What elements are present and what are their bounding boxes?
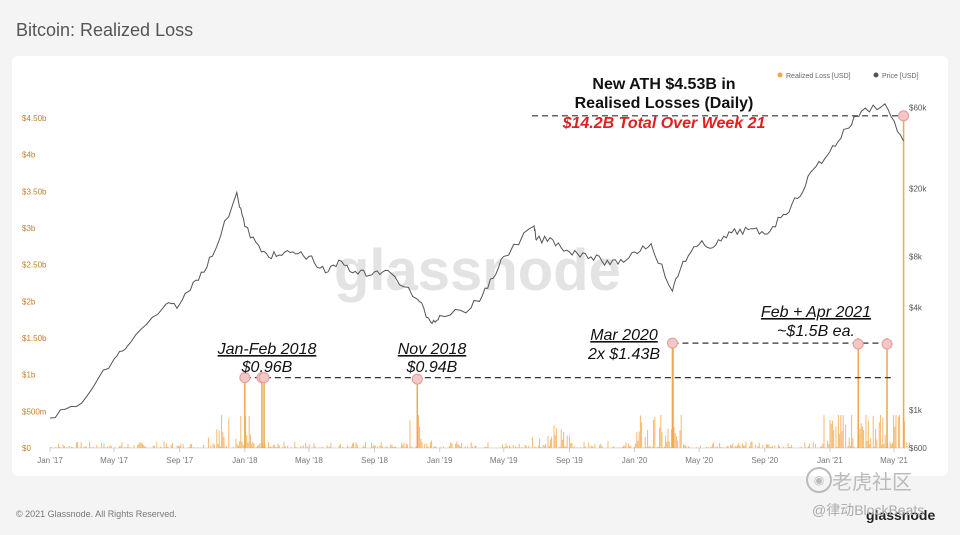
legend-swatch	[777, 72, 783, 78]
annotation-jan-feb-2018: Jan-Feb 2018	[217, 341, 317, 358]
annotation-ath-line2: Realised Losses (Daily)	[575, 95, 754, 112]
highlight-marker	[898, 110, 910, 122]
chart-canvas: glassnode Jan '17 May '17 Sep '17 Jan '18 Ma…	[22, 72, 927, 465]
x-tick-label: May '18	[295, 456, 323, 465]
glassnode-logo: glassnode	[866, 507, 936, 523]
right-tick-label: $1k	[909, 406, 923, 415]
annotation-feb-apr-2021: Feb + Apr 2021	[761, 304, 871, 321]
annotation-ath-line1: New ATH $4.53B in	[592, 76, 735, 93]
page-title: Bitcoin: Realized Loss	[16, 20, 194, 40]
x-tick-label: Jan '17	[37, 456, 63, 465]
x-tick-label: Sep '19	[556, 456, 583, 465]
right-tick-label: $4k	[909, 304, 923, 313]
site-watermark: 老虎社区	[832, 472, 912, 494]
left-tick-label: $0	[22, 444, 31, 453]
left-tick-label: $1b	[22, 371, 36, 380]
legend-swatch	[873, 72, 879, 78]
x-tick-label: May '21	[880, 456, 908, 465]
x-tick-label: Jan '21	[817, 456, 843, 465]
glassnode-watermark: glassnode	[334, 238, 621, 303]
highlight-marker	[411, 373, 423, 385]
x-tick-label: Jan '19	[427, 456, 453, 465]
left-tick-label: $500m	[22, 407, 47, 416]
price-line	[49, 103, 905, 419]
x-tick-label: May '20	[685, 456, 713, 465]
chart-panel: glassnode Jan '17 May '17 Sep '17 Jan '18 Ma…	[12, 56, 948, 476]
left-tick-label: $4.50b	[22, 114, 47, 123]
x-tick-label: Sep '17	[166, 456, 193, 465]
x-tick-label: May '17	[100, 456, 128, 465]
annotation-mar-2020: Mar 2020	[590, 327, 658, 344]
right-tick-label: $60k	[909, 103, 927, 112]
legend-label: Price [USD]	[882, 73, 919, 80]
left-tick-label: $2.50b	[22, 261, 47, 270]
x-tick-label: Jan '20	[622, 456, 648, 465]
annotation-nov-2018: Nov 2018	[398, 341, 467, 358]
highlight-marker	[666, 337, 678, 349]
left-tick-label: $3b	[22, 224, 36, 233]
right-tick-label: $8k	[909, 252, 923, 261]
highlight-marker	[239, 372, 251, 384]
annotation-mar-2020-value: 2x $1.43B	[587, 346, 660, 363]
left-tick-label: $2b	[22, 297, 36, 306]
right-tick-label: $20k	[909, 185, 927, 194]
left-tick-label: $4b	[22, 151, 36, 160]
x-tick-label: May '19	[490, 456, 518, 465]
x-tick-label: Sep '18	[361, 456, 388, 465]
highlight-marker	[881, 338, 893, 350]
highlight-marker	[258, 372, 270, 384]
handle-watermark: @律动BlockBeats	[812, 502, 925, 518]
x-tick-label: Sep '20	[751, 456, 778, 465]
annotation-jan-feb-2018-value: $0.96B	[241, 359, 293, 376]
annotation-ath-line3: $14.2B Total Over Week 21	[562, 115, 766, 132]
left-tick-label: $3.50b	[22, 187, 47, 196]
highlight-marker	[852, 338, 864, 350]
left-tick-label: $1.50b	[22, 334, 47, 343]
annotation-feb-apr-2021-value: ~$1.5B ea.	[777, 323, 855, 340]
annotation-nov-2018-value: $0.94B	[406, 359, 458, 376]
legend-label: Realized Loss [USD]	[786, 73, 851, 80]
copyright-text: © 2021 Glassnode. All Rights Reserved.	[16, 509, 177, 519]
tiger-icon: ◉	[806, 467, 832, 493]
x-tick-label: Jan '18	[232, 456, 258, 465]
right-tick-label: $600	[909, 444, 927, 453]
